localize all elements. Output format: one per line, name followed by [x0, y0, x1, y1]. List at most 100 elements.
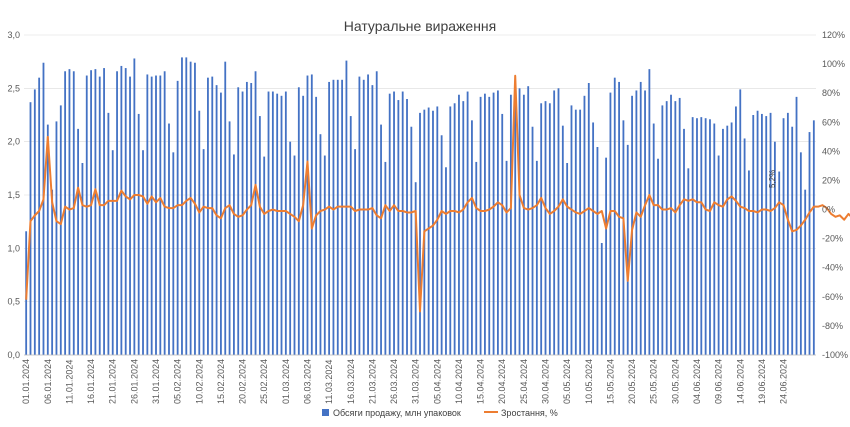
- bar: [211, 76, 214, 355]
- x-tick-label: 11.03.2024: [324, 360, 334, 404]
- bar: [129, 76, 131, 355]
- left-tick-label: 3,0: [7, 30, 20, 40]
- bar: [323, 155, 326, 355]
- left-tick-label: 2,0: [7, 137, 20, 147]
- bar: [631, 95, 633, 356]
- bar: [773, 141, 776, 355]
- bar: [107, 112, 110, 355]
- bar: [492, 92, 495, 355]
- bar: [743, 138, 746, 355]
- bar: [202, 149, 205, 355]
- bar: [181, 57, 183, 356]
- bar: [644, 90, 646, 355]
- bar: [263, 156, 266, 355]
- bar: [574, 109, 577, 356]
- bar: [59, 105, 62, 356]
- bar: [587, 83, 590, 355]
- bar: [116, 71, 118, 356]
- x-tick-label: 30.04.2024: [541, 359, 551, 404]
- bar: [241, 91, 244, 356]
- bar: [778, 171, 781, 355]
- bar: [341, 79, 344, 356]
- x-tick-label: 21.01.2024: [108, 359, 118, 404]
- bar: [756, 110, 759, 355]
- right-tick-label: 120%: [822, 30, 845, 40]
- bar: [514, 90, 517, 355]
- bar: [98, 76, 101, 355]
- bar: [791, 126, 794, 355]
- bar: [505, 160, 508, 355]
- bar: [258, 116, 261, 355]
- bar: [120, 65, 123, 355]
- bar: [42, 62, 45, 355]
- data-annotation: 5,2%: [768, 170, 777, 188]
- bar: [380, 124, 382, 355]
- bar: [458, 94, 460, 355]
- bar: [245, 81, 248, 355]
- bar: [142, 150, 144, 355]
- x-tick-label: 05.02.2024: [173, 359, 183, 404]
- bar: [518, 88, 521, 355]
- bar: [315, 96, 318, 355]
- bar: [55, 121, 58, 356]
- left-y-axis: 0,0 0,5 1,0 1,5 2,0 2,5 3,0: [7, 30, 20, 360]
- chart-title: Натуральне вираження: [344, 18, 496, 34]
- bar: [561, 125, 564, 356]
- bar: [501, 113, 504, 355]
- bar: [215, 85, 218, 355]
- bar: [90, 70, 92, 355]
- bar: [410, 126, 413, 355]
- bar: [661, 105, 664, 356]
- bar: [808, 132, 811, 355]
- x-tick-label: 06.03.2024: [302, 359, 312, 404]
- bar: [384, 161, 387, 355]
- bar: [496, 90, 499, 355]
- right-tick-label: -40%: [822, 263, 843, 273]
- bar: [786, 112, 789, 355]
- bar: [150, 76, 153, 355]
- bar: [769, 112, 772, 355]
- bar: [795, 96, 798, 355]
- x-tick-label: 15.04.2024: [476, 359, 486, 404]
- bar: [730, 122, 733, 355]
- bar: [432, 110, 434, 355]
- x-tick-label: 05.05.2024: [562, 359, 572, 404]
- bar: [678, 97, 681, 355]
- x-tick-label: 31.01.2024: [151, 359, 161, 404]
- bar: [765, 116, 768, 355]
- bar: [583, 95, 586, 356]
- bar: [557, 88, 560, 355]
- bar: [445, 167, 447, 355]
- bar: [652, 123, 655, 356]
- bar: [237, 87, 240, 356]
- bar: [133, 58, 136, 355]
- bar: [85, 75, 88, 356]
- x-tick-label: 26.03.2024: [389, 359, 399, 404]
- x-tick-label: 25.04.2024: [519, 359, 529, 404]
- bar: [665, 101, 668, 355]
- bar: [540, 103, 543, 356]
- bar: [709, 119, 711, 356]
- bar: [509, 94, 512, 355]
- bar: [393, 91, 395, 356]
- right-tick-label: -100%: [822, 350, 848, 360]
- legend-bar-swatch: [322, 409, 329, 416]
- bar: [51, 189, 54, 355]
- bar: [812, 120, 815, 355]
- bar: [306, 75, 309, 356]
- bar: [596, 147, 599, 355]
- bar: [449, 106, 452, 355]
- right-tick-label: 60%: [822, 117, 840, 127]
- x-tick-label: 26.01.2024: [129, 359, 139, 404]
- growth-line: [25, 74, 850, 313]
- bar: [250, 83, 253, 355]
- bar: [683, 128, 685, 355]
- bar: [739, 89, 742, 356]
- bar: [349, 116, 352, 355]
- bar: [605, 157, 608, 355]
- bar: [570, 105, 573, 356]
- x-tick-label: 15.02.2024: [216, 359, 226, 404]
- bar: [137, 113, 140, 355]
- x-tick-label: 25.05.2024: [649, 359, 659, 404]
